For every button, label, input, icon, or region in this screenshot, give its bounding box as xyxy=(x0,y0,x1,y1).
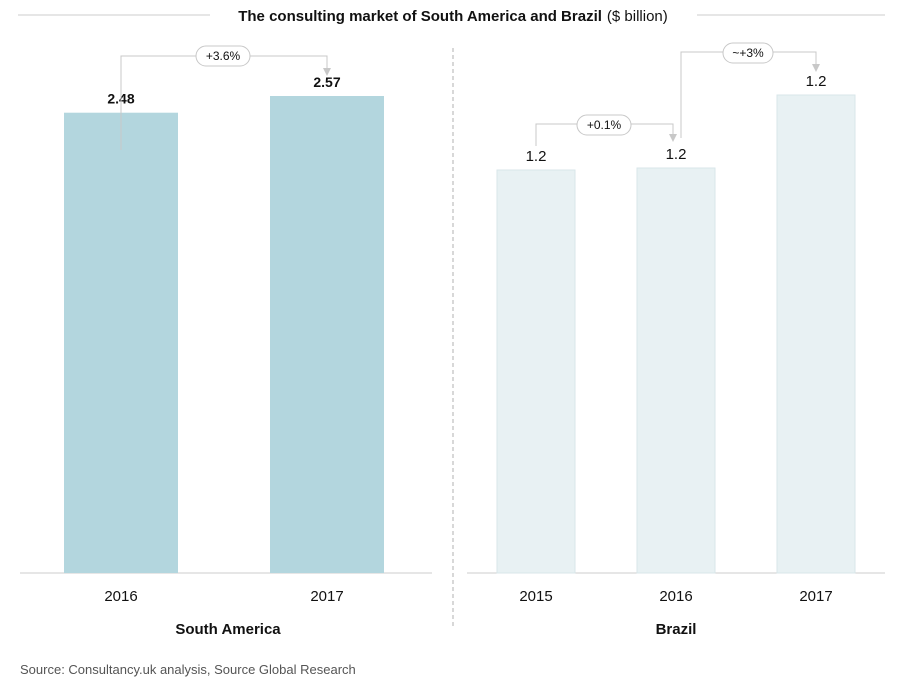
growth-pill-brazil-2016-2017 xyxy=(722,42,774,64)
tick-label-brazil-2017: 2017 xyxy=(799,588,832,605)
south-america-panel: 2.48 2.57 2016 2017 South America +3.6% xyxy=(64,45,384,638)
tick-label-brazil-2015: 2015 xyxy=(519,588,552,605)
chart-title: The consulting market of South America a… xyxy=(238,8,668,25)
value-label-brazil-2015: 1.2 xyxy=(526,148,547,165)
tick-label-south-america-2017: 2017 xyxy=(310,588,343,605)
value-label-south-america-2017: 2.57 xyxy=(313,74,340,90)
tick-label-south-america-2016: 2016 xyxy=(104,588,137,605)
bar-brazil-2015 xyxy=(496,169,576,574)
value-label-brazil-2016: 1.2 xyxy=(666,146,687,163)
growth-pill-brazil-2015-2016 xyxy=(576,114,632,136)
growth-label-brazil-2016-2017: ~+3% xyxy=(732,46,764,60)
growth-label-brazil-2015-2016: +0.1% xyxy=(587,118,622,132)
growth-label-south-america: +3.6% xyxy=(206,49,241,63)
chart-title-unit: ($ billion) xyxy=(607,8,668,25)
bar-brazil-2017 xyxy=(776,94,856,574)
growth-pill-south-america xyxy=(195,45,251,67)
value-label-brazil-2017: 1.2 xyxy=(806,73,827,90)
panel-label-brazil: Brazil xyxy=(656,621,697,638)
chart-title-main: The consulting market of South America a… xyxy=(238,8,602,25)
panel-label-south-america: South America xyxy=(175,621,281,638)
source-note: Source: Consultancy.uk analysis, Source … xyxy=(20,662,356,677)
bar-brazil-2016 xyxy=(636,167,716,574)
bar-south-america-2016 xyxy=(64,112,178,573)
bar-south-america-2017 xyxy=(270,96,384,573)
tick-label-brazil-2016: 2016 xyxy=(659,588,692,605)
brazil-panel: 1.2 1.2 1.2 2015 2016 2017 Brazil +0.1% … xyxy=(496,42,856,638)
